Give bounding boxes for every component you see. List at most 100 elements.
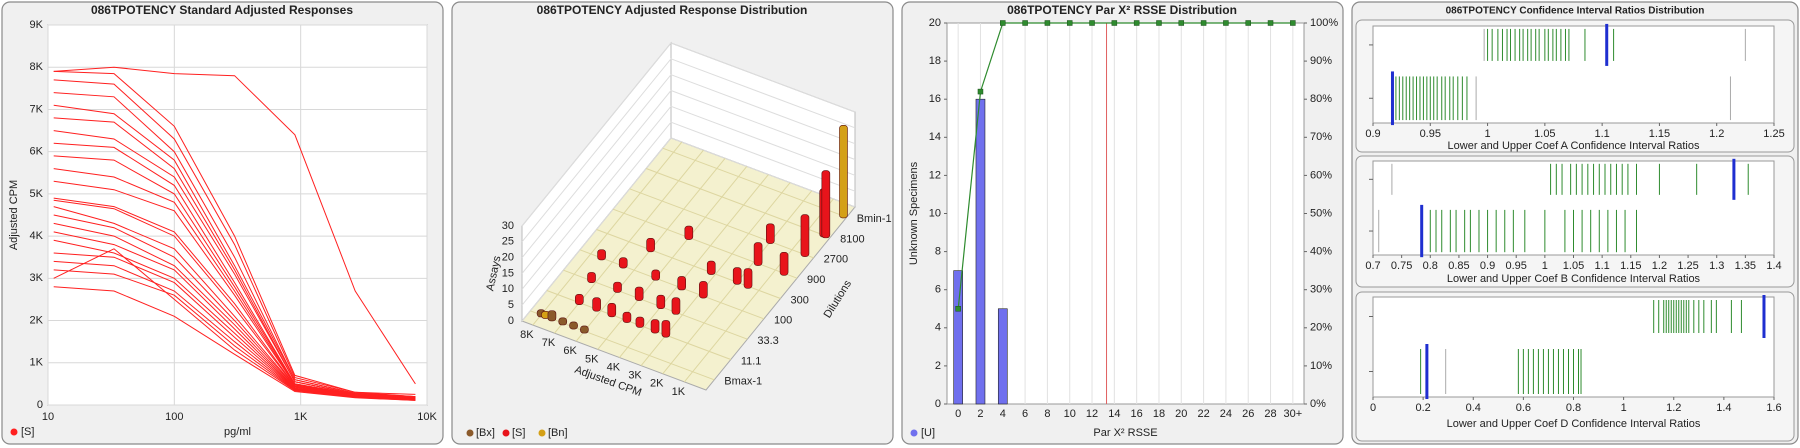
y2-tick-label: 40% <box>1310 246 1332 258</box>
y-tick-label: 8100 <box>840 233 864 245</box>
legend-label: [S] <box>21 426 34 438</box>
x-tick-label: 1.1 <box>1594 260 1609 272</box>
x-tick-label: 0.7 <box>1365 260 1380 272</box>
y-tick-label: 12 <box>929 169 941 181</box>
y-tick-label: Bmax-1 <box>724 376 762 388</box>
legend-marker <box>538 429 546 437</box>
x-tick-label: 0.95 <box>1420 128 1441 140</box>
y-tick-label: 300 <box>791 294 809 306</box>
y-tick-label: 2 <box>935 360 941 372</box>
bar <box>766 223 775 244</box>
bar <box>646 237 655 253</box>
x-tick-label: 7K <box>542 337 556 349</box>
z-tick-label: 0 <box>508 315 514 327</box>
line-marker <box>977 88 984 95</box>
y2-tick-label: 80% <box>1310 93 1332 105</box>
bar <box>656 294 666 309</box>
grid-line <box>521 42 856 227</box>
y2-tick-label: 0% <box>1310 398 1326 410</box>
x-tick-label: 0 <box>955 408 961 420</box>
x-tick-label: 3K <box>628 370 642 382</box>
y-tick-label: 33.3 <box>757 335 778 347</box>
x-tick-label: 8 <box>1044 408 1050 420</box>
x-tick-label: 12 <box>1086 408 1098 420</box>
grid-line <box>612 208 798 279</box>
bar <box>558 317 568 326</box>
y-tick-label: 2K <box>30 314 44 326</box>
chart-title: 086TPOTENCY Confidence Interval Ratios D… <box>1446 6 1705 17</box>
grid-line <box>521 137 856 322</box>
y-tick-label: 6K <box>30 146 44 158</box>
bar <box>547 310 557 322</box>
series-line <box>53 79 416 398</box>
bar <box>618 257 628 269</box>
x-tick-label: 1.05 <box>1563 260 1584 272</box>
bar <box>569 321 578 330</box>
y2-tick-label: 70% <box>1310 131 1332 143</box>
x-tick-label: 6K <box>563 345 577 357</box>
bar <box>753 242 763 266</box>
x-tick-label: 4 <box>1000 408 1006 420</box>
y-tick-label: 11.1 <box>741 355 762 367</box>
x-tick-label: 1 <box>1485 128 1491 140</box>
x-tick-label: 1.2 <box>1652 260 1667 272</box>
series-line <box>53 66 416 385</box>
x-tick-label: 10 <box>1064 408 1076 420</box>
x-tick-label: 1.25 <box>1677 260 1698 272</box>
grid-line <box>521 89 856 274</box>
y2-tick-label: 10% <box>1310 360 1332 372</box>
x-tick-label: 6 <box>1022 408 1028 420</box>
y-tick-label: Bmin-1 <box>857 213 892 225</box>
bar <box>622 311 632 323</box>
grid-line <box>629 188 814 259</box>
z-tick-label: 30 <box>502 220 514 232</box>
x-tick-label: 0.85 <box>1448 260 1469 272</box>
bar <box>592 297 601 312</box>
line-marker <box>1133 20 1140 26</box>
y-tick-label: 16 <box>929 93 941 105</box>
y-tick-label: 100 <box>774 315 792 327</box>
y-tick-label: 4 <box>935 322 941 334</box>
z-tick-label: 20 <box>502 252 514 264</box>
x-tick-label: 1.25 <box>1763 128 1784 140</box>
bar <box>613 281 622 293</box>
x-tick-label: 1.35 <box>1735 260 1756 272</box>
bar <box>839 124 848 219</box>
legend-label: [Bx] <box>476 427 495 439</box>
x-axis-label: pg/ml <box>224 426 251 438</box>
bar <box>597 249 606 261</box>
bar <box>706 260 716 275</box>
x-tick-label: 28 <box>1264 408 1276 420</box>
x-tick-label: 20 <box>1175 408 1187 420</box>
grid-line <box>521 121 856 306</box>
x-tick-label: 1.2 <box>1709 128 1724 140</box>
y-tick-label: 7K <box>30 103 44 115</box>
line-marker <box>1022 20 1028 26</box>
x-tick-label: 1.4 <box>1766 260 1781 272</box>
x-tick-label: 26 <box>1242 408 1254 420</box>
line-marker <box>1089 20 1095 26</box>
grid-line <box>645 168 831 238</box>
x-tick-label: 1.15 <box>1620 260 1641 272</box>
x-tick-label: 5K <box>585 353 599 365</box>
y-tick-label: 18 <box>929 55 941 67</box>
bar <box>635 316 645 328</box>
y-tick-label: 6 <box>935 284 941 296</box>
x-tick-label: 0.9 <box>1480 260 1495 272</box>
x-tick-label: 1.4 <box>1716 402 1731 414</box>
grid-line <box>521 105 856 290</box>
x-tick-label: 1.05 <box>1534 128 1555 140</box>
series-line <box>53 104 416 398</box>
bar <box>684 225 694 240</box>
line-marker <box>1000 20 1006 26</box>
line-marker <box>1223 20 1229 26</box>
x-tick-label: 8K <box>520 329 534 341</box>
line-marker <box>1200 20 1207 26</box>
y-axis-label: Adjusted CPM <box>8 180 20 250</box>
grid-line <box>521 58 856 243</box>
x-tick-label: 1.15 <box>1649 128 1670 140</box>
legend-label: [S] <box>512 427 525 439</box>
y-tick-label: 900 <box>807 274 825 286</box>
